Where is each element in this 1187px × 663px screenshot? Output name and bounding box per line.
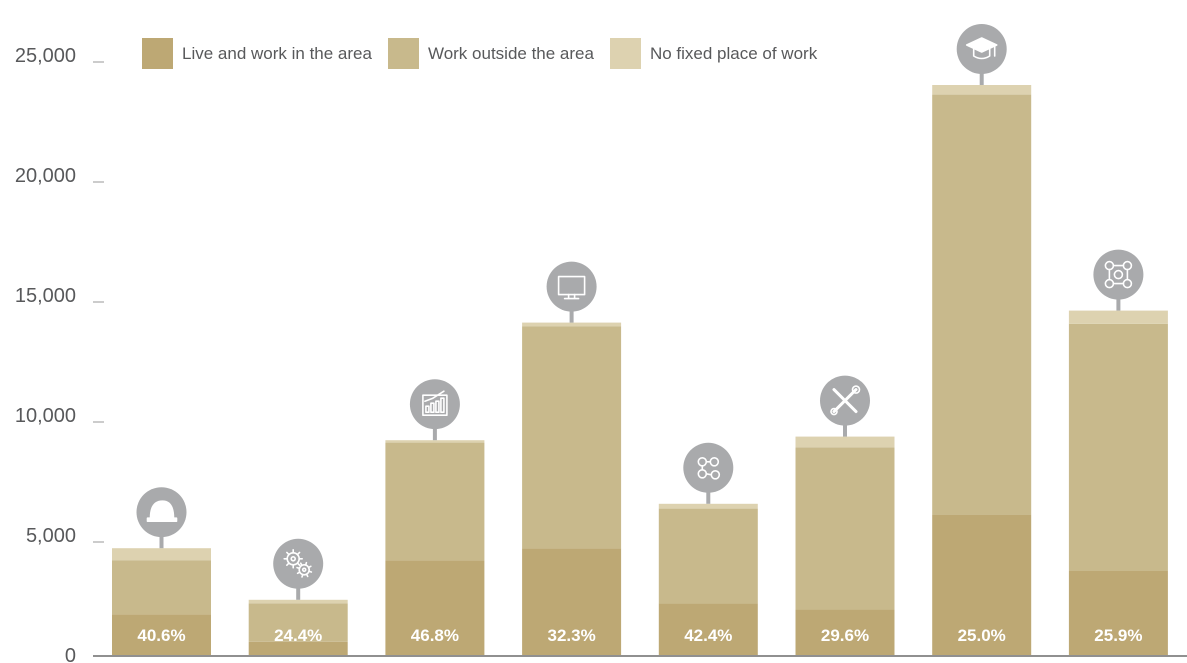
bar-segment — [522, 322, 622, 327]
people-network-icon — [683, 442, 734, 493]
bar-label: 25.0% — [958, 626, 1006, 645]
bar-segment — [658, 508, 758, 604]
legend-label-no-fixed-place: No fixed place of work — [649, 43, 818, 63]
bar-segment — [248, 603, 348, 642]
bar-segment — [385, 440, 485, 443]
gears-icon — [273, 538, 324, 589]
legend: Live and work in the area Work outside t… — [142, 38, 833, 69]
y-tick-label: 10,000 — [15, 405, 76, 427]
legend-item-no-fixed-place: No fixed place of work — [609, 38, 818, 69]
bar-segment — [658, 603, 758, 655]
legend-swatch-live-and-work — [142, 38, 173, 69]
bar-segment — [385, 442, 485, 561]
computer-monitor-icon — [546, 261, 597, 312]
hard-hat-icon — [136, 487, 187, 538]
bar-segment — [248, 599, 348, 604]
bar-segment — [658, 503, 758, 509]
bar-label: 42.4% — [684, 626, 732, 645]
bar-label: 24.4% — [274, 626, 322, 645]
bar-segment — [1068, 571, 1168, 655]
bar-label: 46.8% — [411, 626, 459, 645]
y-tick-label: 5,000 — [26, 525, 76, 547]
bar-segment — [1068, 323, 1168, 571]
bar-segment — [385, 560, 485, 655]
legend-item-live-and-work: Live and work in the area — [142, 38, 372, 69]
bar-segment — [932, 514, 1032, 655]
legend-label-live-and-work: Live and work in the area — [182, 43, 372, 63]
bar-segment — [795, 447, 895, 610]
y-tick-label: 25,000 — [15, 45, 76, 67]
bar-segment — [932, 94, 1032, 515]
growth-chart-icon — [409, 379, 460, 430]
bar-segment — [795, 609, 895, 655]
group-network-icon — [1093, 249, 1144, 300]
bar-segment — [795, 436, 895, 448]
bar-segment — [112, 614, 211, 655]
y-tick-label: 0 — [65, 645, 76, 663]
graduation-cap-icon — [956, 24, 1007, 74]
bar-segment — [1068, 310, 1168, 324]
bar-segment — [112, 548, 211, 561]
bar-segment — [522, 326, 622, 549]
bar-segment — [112, 560, 211, 615]
bar-label: 40.6% — [137, 626, 185, 645]
y-tick-label: 20,000 — [15, 165, 76, 187]
legend-item-work-outside: Work outside the area — [387, 38, 594, 69]
tools-icon — [820, 375, 870, 426]
bar-segment — [522, 548, 622, 655]
bar-label: 32.3% — [547, 626, 595, 645]
bar-label: 29.6% — [821, 626, 869, 645]
bar-label: 25.9% — [1094, 626, 1142, 645]
bar-segment — [248, 641, 348, 655]
legend-swatch-work-outside — [387, 38, 419, 69]
bar-segment — [932, 85, 1032, 95]
legend-swatch-no-fixed-place — [609, 38, 641, 69]
y-tick-label: 15,000 — [15, 285, 76, 307]
legend-label-work-outside: Work outside the area — [427, 43, 594, 63]
